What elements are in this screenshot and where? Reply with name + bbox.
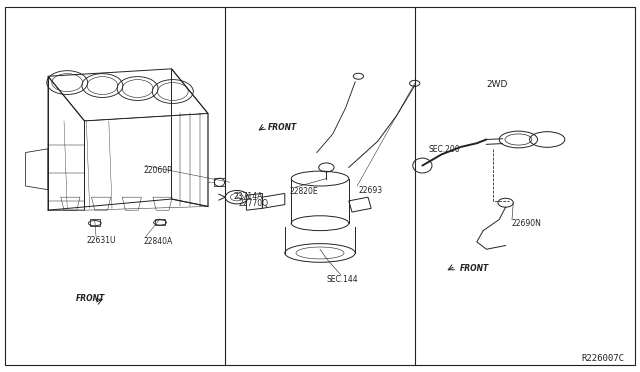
- Text: R226007C: R226007C: [581, 354, 624, 363]
- Bar: [90, 219, 100, 226]
- Text: 22770Q: 22770Q: [239, 199, 269, 208]
- Bar: [214, 178, 225, 186]
- Text: 22060P: 22060P: [144, 166, 173, 174]
- Text: FRONT: FRONT: [268, 123, 297, 132]
- Text: FRONT: FRONT: [460, 264, 489, 273]
- Text: SEC.200: SEC.200: [429, 145, 460, 154]
- Text: 2WD: 2WD: [486, 80, 508, 89]
- Text: 22820E: 22820E: [289, 187, 318, 196]
- Text: 22693: 22693: [358, 186, 383, 195]
- Bar: [155, 219, 165, 225]
- Text: SEC.144: SEC.144: [326, 275, 358, 284]
- Text: 22690N: 22690N: [512, 219, 542, 228]
- Text: 22840A: 22840A: [144, 237, 173, 246]
- Text: FRONT: FRONT: [76, 294, 105, 303]
- Text: 22631U: 22631U: [86, 236, 116, 245]
- Text: 23714A: 23714A: [234, 192, 263, 201]
